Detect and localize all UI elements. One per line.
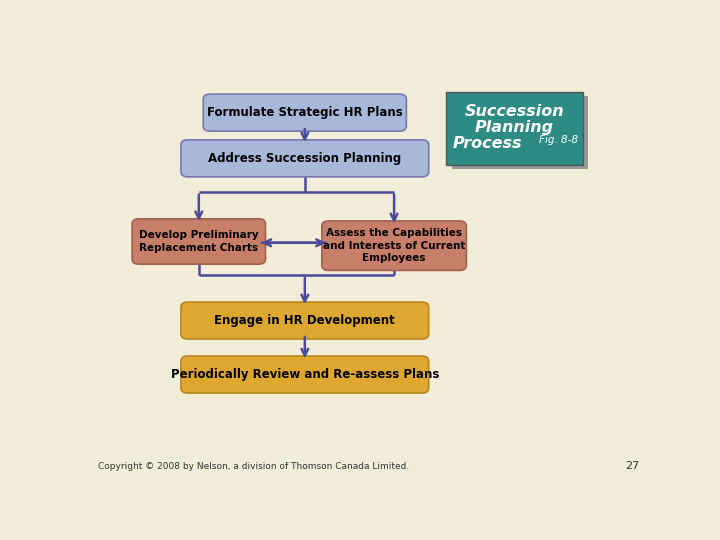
FancyBboxPatch shape bbox=[181, 302, 428, 339]
FancyBboxPatch shape bbox=[203, 94, 406, 131]
FancyBboxPatch shape bbox=[132, 219, 266, 264]
Text: Fig. 8-8: Fig. 8-8 bbox=[539, 135, 578, 145]
Text: Planning: Planning bbox=[474, 120, 554, 135]
Text: Engage in HR Development: Engage in HR Development bbox=[215, 314, 395, 327]
Text: Address Succession Planning: Address Succession Planning bbox=[208, 152, 402, 165]
FancyBboxPatch shape bbox=[322, 221, 467, 271]
FancyBboxPatch shape bbox=[181, 356, 428, 393]
Text: Formulate Strategic HR Plans: Formulate Strategic HR Plans bbox=[207, 106, 402, 119]
FancyBboxPatch shape bbox=[446, 92, 582, 165]
Text: Assess the Capabilities
and Interests of Current
Employees: Assess the Capabilities and Interests of… bbox=[323, 228, 465, 263]
FancyBboxPatch shape bbox=[181, 140, 428, 177]
Text: Copyright © 2008 by Nelson, a division of Thomson Canada Limited.: Copyright © 2008 by Nelson, a division o… bbox=[99, 462, 410, 471]
Text: Succession: Succession bbox=[464, 104, 564, 119]
FancyBboxPatch shape bbox=[451, 96, 588, 168]
Text: 27: 27 bbox=[626, 462, 639, 471]
Text: Process: Process bbox=[453, 136, 522, 151]
Text: Develop Preliminary
Replacement Charts: Develop Preliminary Replacement Charts bbox=[139, 231, 258, 253]
Text: Periodically Review and Re-assess Plans: Periodically Review and Re-assess Plans bbox=[171, 368, 439, 381]
